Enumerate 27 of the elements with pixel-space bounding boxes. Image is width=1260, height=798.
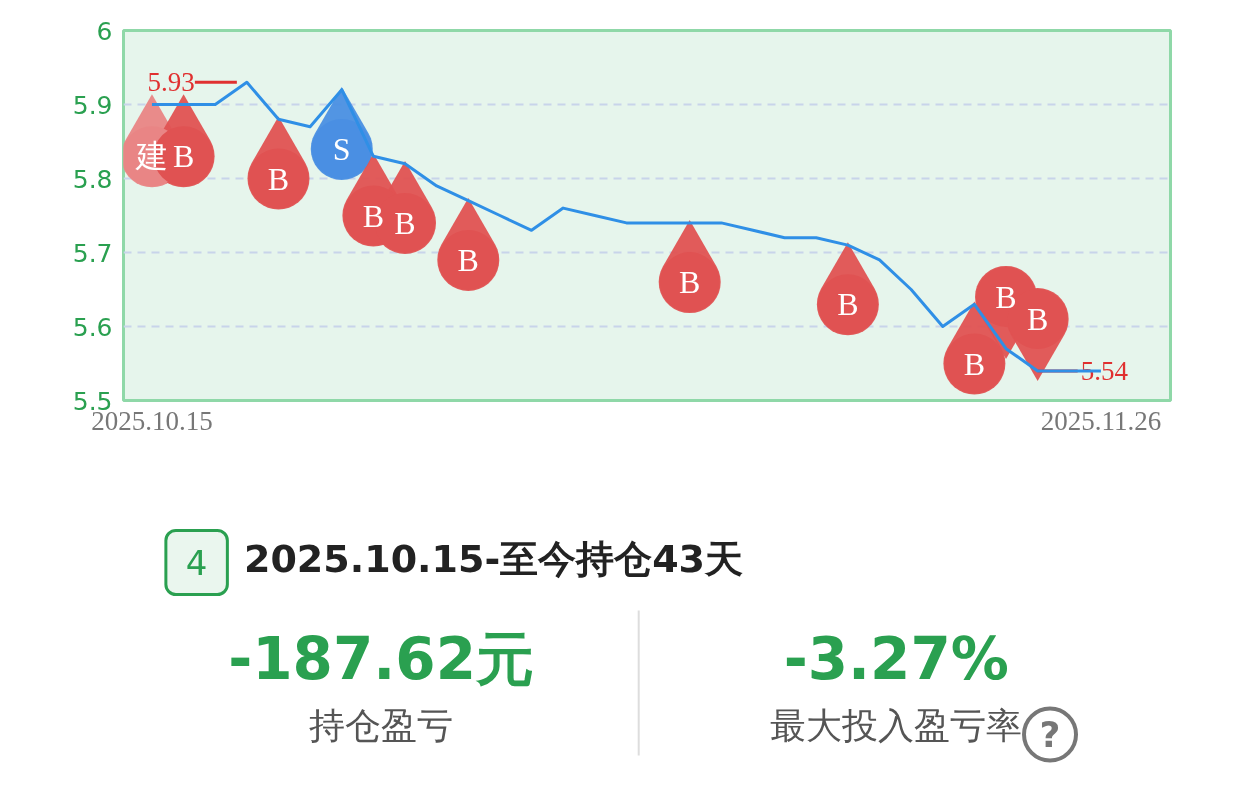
text: 持仓盈亏	[309, 705, 454, 746]
data-label: B	[1026, 301, 1049, 338]
y-tick-label: 5.6	[72, 312, 113, 342]
y-tick-label: 6	[96, 16, 113, 46]
text: 2025.10.15-至今持仓43天	[243, 536, 744, 581]
data-label: 建	[134, 138, 168, 175]
data-label: B	[172, 138, 195, 175]
y-tick-label: 5.7	[72, 238, 113, 268]
data-label: B	[267, 160, 290, 197]
text: -187.62元	[228, 624, 535, 693]
text: -3.27%	[783, 624, 1009, 693]
text: ?	[1039, 714, 1061, 755]
data-label: B	[837, 286, 859, 323]
text: 4	[185, 543, 208, 583]
data-label: B	[679, 264, 701, 301]
data-label: B	[995, 278, 1017, 315]
data-label: S	[332, 130, 351, 167]
text: 最大投入盈亏率	[770, 705, 1023, 746]
annotation: 5.93	[147, 67, 195, 98]
data-label: B	[394, 204, 416, 241]
annotation: 5.54	[1080, 355, 1129, 386]
data-label: B	[963, 345, 986, 382]
data-label: B	[457, 241, 479, 278]
y-tick-label: 5.8	[72, 164, 113, 194]
x-tick-label: 2025.11.26	[1040, 405, 1162, 436]
y-tick-label: 5.9	[72, 90, 113, 120]
data-label: B	[362, 197, 385, 234]
